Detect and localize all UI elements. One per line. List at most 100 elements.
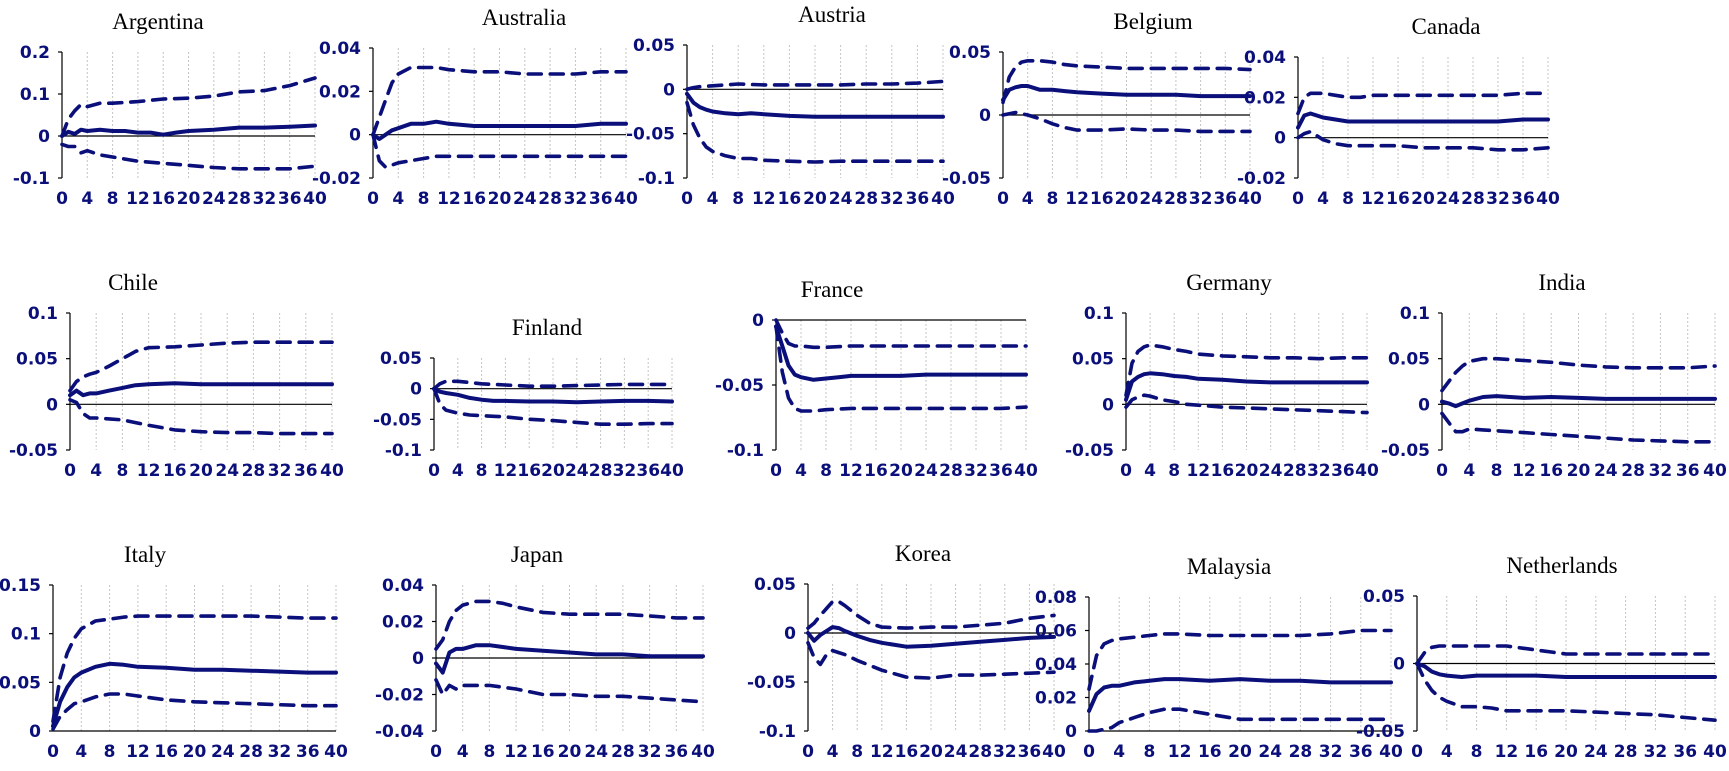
panel-argentina: Argentina-0.100.10.20 4 8 12 16 20 24 28 32 36 40 — [13, 9, 327, 209]
x-tick-label: 16 — [531, 742, 555, 762]
x-tick-label: 36 — [1676, 461, 1700, 481]
x-tick-label: 24 — [584, 742, 608, 762]
x-tick-label: 32 — [1644, 742, 1668, 762]
x-tick-label: 40 — [1355, 461, 1379, 481]
x-tick-label: 0 — [1436, 461, 1448, 481]
y-tick-label: 0.05 — [1072, 350, 1114, 370]
x-tick-label: 28 — [242, 461, 266, 481]
x-tick-label: 20 — [558, 742, 582, 762]
x-tick-label: 8 — [851, 742, 863, 762]
x-tick-label: 4 — [1441, 742, 1453, 762]
x-tick-label: 8 — [1491, 461, 1503, 481]
x-tick-label: 20 — [889, 461, 913, 481]
y-tick-label: -0.04 — [375, 722, 424, 742]
x-tick-label: 16 — [462, 189, 486, 209]
x-tick-label: 28 — [968, 742, 992, 762]
panel-title: Austria — [798, 2, 866, 27]
x-tick-label: 0 — [1120, 461, 1132, 481]
x-tick-label: 28 — [1614, 742, 1638, 762]
x-tick-label: 32 — [1649, 461, 1673, 481]
y-tick-label: 0.1 — [20, 85, 50, 105]
x-tick-label: 36 — [1349, 742, 1373, 762]
x-tick-label: 28 — [239, 742, 263, 762]
x-tick-label: 20 — [189, 461, 213, 481]
x-tick-label: 4 — [452, 461, 464, 481]
x-tick-label: 12 — [1495, 742, 1519, 762]
x-tick-label: 32 — [1319, 742, 1343, 762]
x-tick-label: 16 — [895, 742, 919, 762]
x-tick-label: 0 — [64, 461, 76, 481]
y-tick-label: -0.05 — [373, 410, 422, 430]
x-tick-label: 8 — [1342, 189, 1354, 209]
response-line — [1440, 394, 1717, 409]
x-tick-label: 20 — [1115, 189, 1139, 209]
confidence-band-line — [432, 386, 674, 427]
y-tick-label: -0.1 — [759, 722, 796, 742]
x-tick-label: 12 — [1065, 189, 1089, 209]
x-tick-label: 24 — [513, 189, 537, 209]
y-tick-label: 0.05 — [380, 349, 422, 369]
confidence-band-line — [432, 379, 674, 391]
y-tick-label: 0.05 — [16, 350, 58, 370]
y-tick-label: 0 — [29, 722, 41, 742]
x-tick-label: 40 — [1238, 189, 1262, 209]
y-tick-label: 0.1 — [28, 304, 58, 324]
response-line — [685, 91, 945, 119]
x-tick-label: 24 — [211, 742, 235, 762]
x-tick-label: 24 — [1258, 742, 1282, 762]
confidence-band-line — [806, 640, 1056, 680]
x-tick-label: 20 — [1554, 742, 1578, 762]
y-tick-label: 0 — [663, 80, 675, 100]
y-tick-label: -0.05 — [626, 125, 675, 145]
x-tick-label: 8 — [116, 461, 128, 481]
x-tick-label: 8 — [1046, 189, 1058, 209]
response-line — [432, 386, 674, 405]
x-tick-label: 20 — [177, 189, 201, 209]
x-tick-label: 16 — [1539, 461, 1563, 481]
panel-title: Korea — [895, 541, 951, 566]
confidence-band-line — [1087, 628, 1393, 691]
x-tick-label: 0 — [770, 461, 782, 481]
x-tick-label: 40 — [1536, 189, 1560, 209]
x-tick-label: 20 — [183, 742, 207, 762]
x-tick-label: 32 — [1486, 189, 1510, 209]
response-line — [68, 381, 334, 398]
confidence-band-line — [1440, 411, 1717, 444]
x-tick-label: 36 — [1331, 461, 1355, 481]
y-tick-label: -0.02 — [1237, 169, 1286, 189]
x-tick-label: 12 — [839, 461, 863, 481]
x-tick-label: 4 — [457, 742, 469, 762]
x-tick-label: 32 — [1307, 461, 1331, 481]
x-tick-label: 12 — [870, 742, 894, 762]
x-tick-label: 40 — [1703, 461, 1727, 481]
confidence-band-line — [1001, 58, 1252, 105]
x-tick-label: 16 — [154, 742, 178, 762]
panel-title: Finland — [512, 315, 583, 340]
y-tick-label: 0 — [979, 106, 991, 126]
x-tick-label: 20 — [803, 189, 827, 209]
x-tick-label: 20 — [1228, 742, 1252, 762]
x-tick-label: 4 — [81, 189, 93, 209]
x-tick-label: 0 — [681, 189, 693, 209]
x-tick-label: 36 — [1511, 189, 1535, 209]
panel-title: Argentina — [112, 9, 204, 34]
x-tick-label: 12 — [126, 742, 150, 762]
x-tick-label: 4 — [1317, 189, 1329, 209]
x-tick-label: 16 — [517, 461, 541, 481]
panel-title: Australia — [482, 5, 566, 30]
y-tick-label: 0 — [1393, 655, 1405, 675]
x-tick-label: 28 — [589, 461, 613, 481]
y-tick-label: 0 — [784, 624, 796, 644]
panel-title: Malaysia — [1187, 554, 1271, 579]
y-tick-label: -0.1 — [385, 441, 422, 461]
confidence-band-line — [1440, 356, 1717, 393]
y-tick-label: 0.1 — [1400, 304, 1430, 324]
x-tick-label: 32 — [880, 189, 904, 209]
